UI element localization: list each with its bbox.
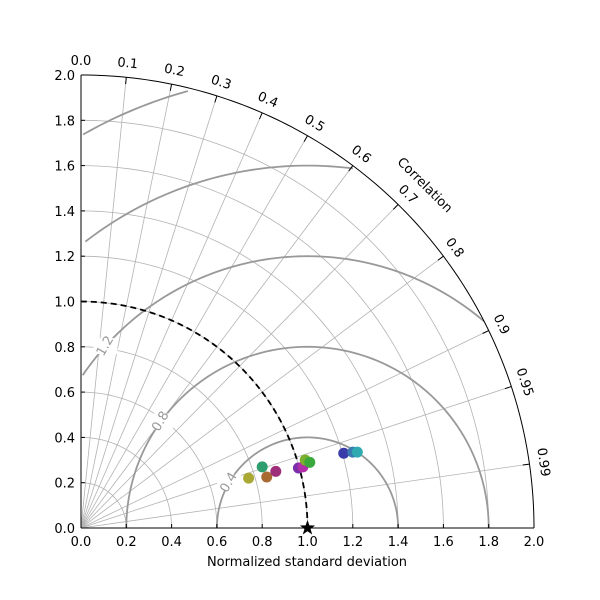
y-tick-label: 0.0 [54, 522, 75, 537]
correlation-tick [214, 95, 218, 103]
correlation-tick [482, 330, 489, 334]
model-point [351, 446, 363, 458]
correlation-tick-label: 0.8 [442, 235, 466, 261]
std-grid-arc [80, 210, 399, 529]
correlation-tick [437, 255, 444, 261]
rmsd-contours: 0.40.81.2 [81, 90, 490, 529]
model-point [261, 471, 273, 483]
correlation-tick-label: 0.4 [255, 89, 280, 111]
y-tick-label: 1.6 [54, 160, 75, 175]
correlation-tick [392, 204, 399, 210]
y-tick-label: 1.2 [54, 250, 75, 265]
rmsd-label-bg [217, 474, 242, 491]
correlation-tick [348, 165, 354, 172]
y-tick-label: 1.8 [54, 114, 75, 129]
correlation-tick-label: 0.99 [533, 447, 552, 478]
rmsd-contour [82, 90, 189, 136]
y-tick-label: 2.0 [54, 69, 75, 84]
model-point [304, 456, 316, 468]
x-tick-label: 1.4 [388, 535, 409, 550]
x-tick-label: 0.8 [252, 535, 273, 550]
std-grid-arc [80, 165, 444, 529]
x-axis-label: Normalized standard deviation [207, 555, 407, 570]
x-tick-label: 0.6 [207, 535, 228, 550]
correlation-tick [522, 463, 530, 466]
x-tick-label: 1.8 [478, 535, 499, 550]
correlation-tick-label: 0.0 [71, 54, 92, 69]
y-tick-label: 1.4 [54, 205, 75, 220]
rmsd-contour [125, 345, 490, 529]
correlation-tick [169, 84, 173, 91]
rmsd-label: 0.4 [217, 470, 240, 495]
x-tick-label: 1.0 [297, 535, 318, 550]
data-points [243, 446, 363, 535]
x-tick-label: 1.2 [342, 535, 363, 550]
model-point [338, 447, 350, 459]
reference-star-icon [299, 520, 316, 535]
y-tick-label: 0.4 [54, 431, 75, 446]
model-point [243, 472, 255, 484]
y-tick-label: 0.2 [54, 477, 75, 492]
model-point [270, 465, 282, 477]
x-tick-label: 2.0 [524, 535, 545, 550]
correlation-tick [259, 112, 263, 120]
correlation-tick-label: 0.6 [348, 143, 374, 167]
correlation-tick [125, 77, 127, 85]
correlation-tick-label: 0.2 [163, 61, 186, 80]
std-grid-arc [80, 482, 127, 529]
correlation-grid-line [80, 95, 218, 529]
std-grid-arc [80, 437, 172, 529]
correlation-grid-line [80, 135, 308, 529]
x-tick-label: 0.4 [161, 535, 182, 550]
rmsd-label-bg [148, 413, 173, 430]
y-tick-label: 0.8 [54, 341, 75, 356]
rmsd-contour [81, 255, 485, 376]
model-point [256, 461, 268, 473]
rmsd-contour [84, 164, 354, 243]
x-tick-label: 0.0 [71, 535, 92, 550]
y-tick-label: 1.0 [54, 296, 75, 311]
rmsd-label-bg [93, 338, 118, 355]
correlation-tick-label: 0.95 [513, 366, 536, 398]
correlation-tick-label: 0.5 [302, 112, 327, 135]
correlation-tick-label: 0.1 [117, 55, 139, 72]
std-grid-arc [80, 391, 218, 529]
correlation-tick-label: 0.9 [490, 312, 513, 337]
outer-arc [80, 74, 535, 529]
correlation-tick [504, 386, 512, 390]
x-tick-label: 0.2 [116, 535, 137, 550]
std-grid-arc [80, 119, 490, 529]
correlation-tick [303, 135, 308, 142]
std-grid-arc [80, 346, 263, 529]
x-tick-label: 1.6 [433, 535, 454, 550]
y-tick-label: 0.6 [54, 386, 75, 401]
correlation-tick-label: 0.3 [209, 73, 233, 94]
